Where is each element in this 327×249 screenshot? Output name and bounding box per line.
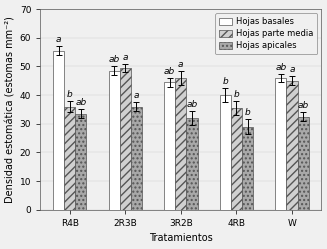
Text: b: b bbox=[67, 90, 73, 99]
Text: ab: ab bbox=[186, 100, 198, 109]
Bar bbox=[275, 78, 286, 210]
Text: ab: ab bbox=[164, 67, 175, 76]
Bar bbox=[186, 118, 198, 210]
Bar bbox=[242, 127, 253, 210]
Bar bbox=[231, 108, 242, 210]
Bar bbox=[286, 81, 298, 210]
Bar bbox=[164, 82, 175, 210]
Bar bbox=[75, 114, 86, 210]
X-axis label: Tratamientos: Tratamientos bbox=[149, 234, 213, 244]
Text: ab: ab bbox=[109, 56, 120, 64]
Text: b: b bbox=[233, 90, 239, 99]
Bar bbox=[298, 117, 309, 210]
Text: ab: ab bbox=[75, 98, 86, 108]
Bar bbox=[120, 68, 131, 210]
Text: a: a bbox=[134, 91, 139, 100]
Bar bbox=[175, 78, 186, 210]
Legend: Hojas basales, Hojas parte media, Hojas apicales: Hojas basales, Hojas parte media, Hojas … bbox=[215, 13, 317, 54]
Bar bbox=[220, 95, 231, 210]
Bar bbox=[131, 107, 142, 210]
Text: a: a bbox=[56, 35, 61, 44]
Text: b: b bbox=[245, 109, 250, 118]
Text: b: b bbox=[222, 77, 228, 86]
Bar bbox=[64, 107, 75, 210]
Text: ab: ab bbox=[275, 62, 286, 72]
Text: a: a bbox=[123, 53, 128, 62]
Text: a: a bbox=[178, 60, 183, 69]
Bar bbox=[109, 71, 120, 210]
Text: ab: ab bbox=[298, 101, 309, 110]
Text: a: a bbox=[289, 65, 295, 74]
Bar bbox=[53, 51, 64, 210]
Y-axis label: Densidad estomática (estomas mm⁻²): Densidad estomática (estomas mm⁻²) bbox=[6, 16, 16, 203]
